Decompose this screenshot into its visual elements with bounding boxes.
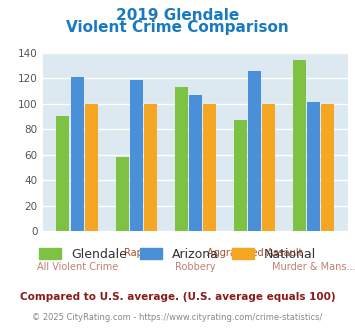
Bar bbox=[56, 116, 70, 231]
Text: Robbery: Robbery bbox=[175, 262, 215, 272]
Bar bbox=[321, 104, 334, 231]
Bar bbox=[262, 104, 275, 231]
Bar bbox=[307, 102, 320, 231]
Text: © 2025 CityRating.com - https://www.cityrating.com/crime-statistics/: © 2025 CityRating.com - https://www.city… bbox=[32, 314, 323, 322]
Bar bbox=[130, 80, 143, 231]
Bar bbox=[234, 120, 247, 231]
Text: All Violent Crime: All Violent Crime bbox=[37, 262, 118, 272]
Text: Compared to U.S. average. (U.S. average equals 100): Compared to U.S. average. (U.S. average … bbox=[20, 292, 335, 302]
Bar bbox=[175, 87, 187, 231]
Text: Rape: Rape bbox=[124, 248, 149, 258]
Bar bbox=[293, 60, 306, 231]
Bar bbox=[203, 104, 216, 231]
Bar bbox=[71, 77, 84, 231]
Bar bbox=[115, 157, 129, 231]
Text: 2019 Glendale: 2019 Glendale bbox=[116, 8, 239, 23]
Bar bbox=[144, 104, 157, 231]
Bar bbox=[85, 104, 98, 231]
Legend: Glendale, Arizona, National: Glendale, Arizona, National bbox=[34, 243, 321, 266]
Bar bbox=[248, 71, 261, 231]
Text: Murder & Mans...: Murder & Mans... bbox=[272, 262, 355, 272]
Text: Aggravated Assault: Aggravated Assault bbox=[207, 248, 302, 258]
Text: Violent Crime Comparison: Violent Crime Comparison bbox=[66, 20, 289, 35]
Bar bbox=[189, 95, 202, 231]
